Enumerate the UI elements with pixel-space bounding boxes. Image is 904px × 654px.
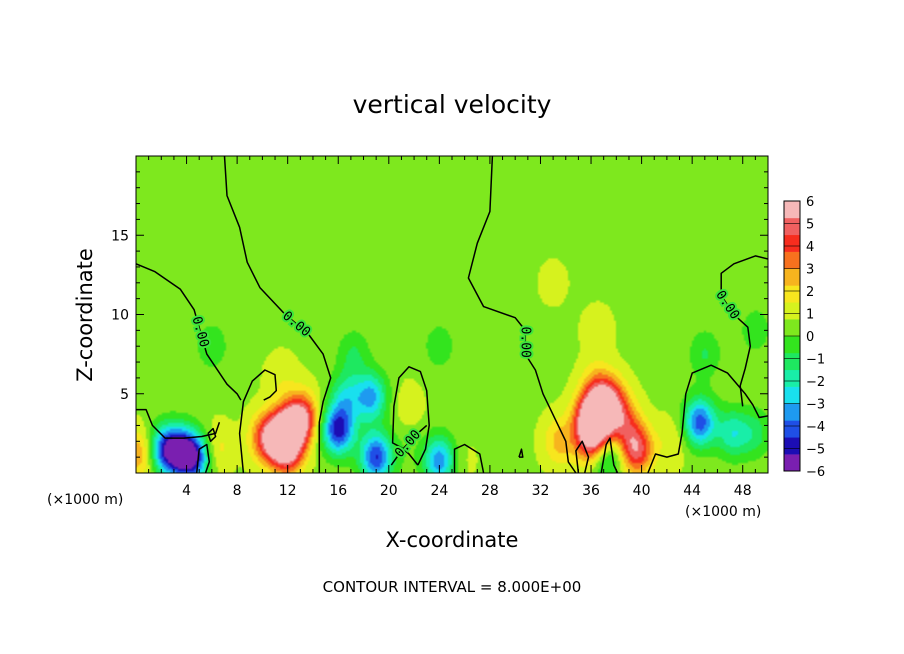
x-tick-label: 36 bbox=[582, 483, 600, 499]
colorbar-cell bbox=[784, 352, 800, 371]
x-tick-label: 12 bbox=[279, 483, 297, 499]
colorbar-cells bbox=[783, 200, 801, 472]
x-axis-label: X-coordinate bbox=[386, 528, 519, 552]
contour-line bbox=[647, 364, 768, 473]
x-tick-label: 20 bbox=[380, 483, 398, 499]
colorbar-cell bbox=[784, 420, 800, 438]
colorbar-tick-label: 0 bbox=[806, 330, 814, 345]
x-axis-ticks: 4 8 12 16 20 24 28 32 36 40 44 48 bbox=[148, 156, 756, 499]
x-tick-label: 24 bbox=[430, 483, 448, 499]
colorbar-cell bbox=[784, 437, 800, 455]
colorbar-tick-label: −2 bbox=[806, 375, 825, 390]
colorbar-tick-label: −6 bbox=[806, 465, 825, 480]
colorbar-tick-label: −1 bbox=[806, 353, 825, 368]
y-tick-label: 10 bbox=[111, 308, 129, 324]
chart-title: vertical velocity bbox=[353, 90, 552, 119]
colorbar: 6 5 4 3 2 1 0 −1 −2 −3 −4 −5 −6 bbox=[783, 195, 825, 480]
x-tick-label: 44 bbox=[683, 483, 701, 499]
y-tick-label: 5 bbox=[120, 387, 129, 403]
colorbar-cell bbox=[784, 251, 800, 269]
colorbar-tick-label: −5 bbox=[806, 443, 825, 458]
colorbar-tick-label: 3 bbox=[806, 263, 814, 278]
colorbar-cell bbox=[784, 285, 800, 303]
x-tick-label: 28 bbox=[481, 483, 499, 499]
colorbar-cell bbox=[784, 302, 800, 320]
y-axis-ticks: 5 10 15 bbox=[111, 171, 768, 458]
colorbar-cell bbox=[784, 386, 800, 404]
colorbar-tick-label: 2 bbox=[806, 285, 814, 300]
contour-line bbox=[136, 263, 242, 401]
contour-label: 0.00 bbox=[517, 327, 532, 358]
colorbar-cell bbox=[784, 201, 800, 219]
colorbar-tick-label: −3 bbox=[806, 398, 825, 413]
contour-line bbox=[238, 369, 278, 473]
x-tick-label: 8 bbox=[233, 483, 242, 499]
y-axis-label: Z-coordinate bbox=[73, 248, 97, 382]
y-tick-label: 15 bbox=[111, 228, 129, 244]
colorbar-cell bbox=[784, 369, 800, 387]
contour-line bbox=[600, 437, 619, 473]
x-unit-left: (×1000 m) bbox=[47, 492, 123, 508]
colorbar-cell bbox=[784, 403, 800, 421]
x-tick-label: 40 bbox=[633, 483, 651, 499]
colorbar-ticks: 6 5 4 3 2 1 0 −1 −2 −3 −4 −5 −6 bbox=[784, 195, 825, 480]
colorbar-tick-label: 6 bbox=[806, 195, 814, 210]
x-tick-label: 32 bbox=[532, 483, 550, 499]
contour-interval-footer: CONTOUR INTERVAL = 8.000E+00 bbox=[323, 578, 582, 596]
contour-line bbox=[453, 443, 485, 473]
colorbar-tick-label: 4 bbox=[806, 240, 814, 255]
plot-area: 0.000.00 0.000.000.00 4 8 12 16 20 24 28 32 36 40 4… bbox=[111, 155, 769, 499]
colorbar-cell bbox=[784, 319, 800, 337]
colorbar-tick-label: 5 bbox=[806, 218, 814, 233]
contour-line bbox=[575, 440, 590, 473]
colorbar-cell bbox=[784, 336, 800, 354]
x-tick-label: 16 bbox=[329, 483, 347, 499]
contour-line bbox=[195, 443, 211, 473]
x-tick-label: 4 bbox=[182, 483, 191, 499]
contour-line bbox=[207, 427, 217, 443]
contour-line bbox=[136, 408, 221, 439]
colorbar-tick-label: 1 bbox=[806, 308, 814, 323]
colorbar-cell bbox=[784, 234, 800, 252]
contour-line bbox=[390, 424, 428, 466]
colorbar-cell bbox=[784, 268, 800, 286]
contour-line bbox=[518, 448, 524, 458]
x-tick-label: 48 bbox=[734, 483, 752, 499]
colorbar-tick-label: −4 bbox=[806, 420, 825, 435]
x-unit-right: (×1000 m) bbox=[685, 504, 761, 520]
contour-line bbox=[223, 156, 332, 473]
colorbar-cell bbox=[784, 454, 800, 472]
contour-line bbox=[467, 156, 577, 473]
colorbar-cell bbox=[784, 217, 800, 236]
contour-line bbox=[720, 255, 768, 407]
